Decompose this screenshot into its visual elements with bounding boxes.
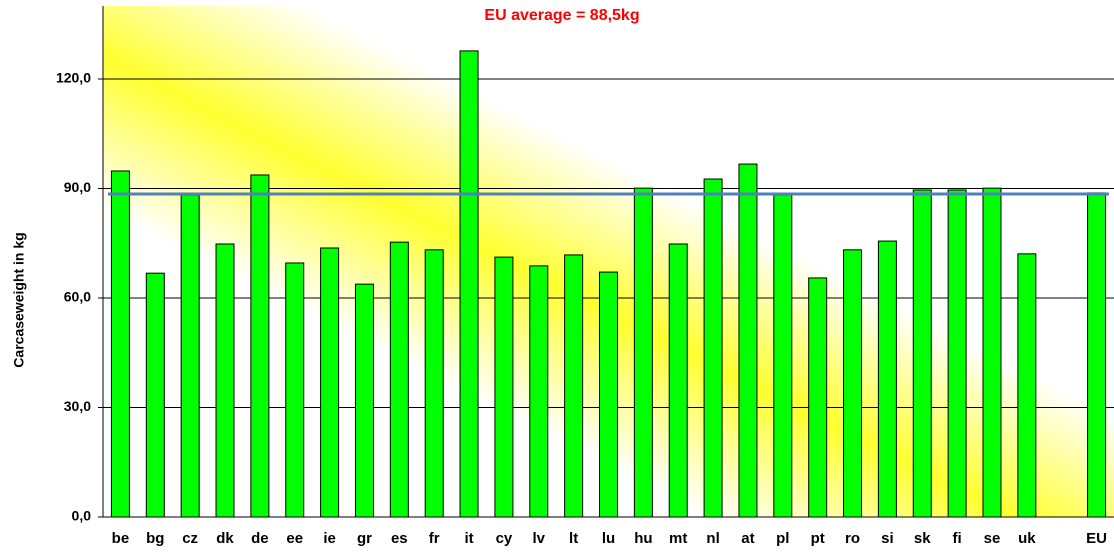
bar bbox=[1087, 192, 1107, 518]
x-tick-label: uk bbox=[1018, 530, 1036, 547]
x-tick-label: lv bbox=[533, 530, 546, 547]
bar bbox=[668, 243, 688, 518]
bar bbox=[354, 283, 374, 518]
x-tick-label: cy bbox=[496, 530, 513, 547]
y-tick-label: 120,0 bbox=[56, 70, 91, 86]
y-tick-label: 0,0 bbox=[72, 508, 92, 524]
bar bbox=[808, 277, 828, 518]
x-tick-label: pl bbox=[776, 530, 789, 547]
x-tick-label: bg bbox=[146, 530, 164, 547]
y-tick-label: 60,0 bbox=[64, 289, 91, 305]
bar bbox=[599, 271, 618, 518]
bar bbox=[110, 170, 130, 518]
x-tick-label: lt bbox=[569, 530, 578, 547]
x-tick-label: ee bbox=[286, 530, 303, 547]
bar bbox=[285, 262, 305, 518]
bar bbox=[145, 272, 165, 518]
x-tick-label: sk bbox=[914, 530, 931, 547]
x-tick-label: se bbox=[984, 530, 1001, 547]
bar bbox=[982, 187, 1002, 518]
bar bbox=[424, 249, 444, 518]
x-tick-label: EU bbox=[1086, 530, 1107, 547]
x-tick-label: nl bbox=[706, 530, 719, 547]
x-tick-label: es bbox=[391, 530, 408, 547]
x-tick-label: dk bbox=[216, 530, 234, 547]
bar bbox=[215, 243, 235, 518]
y-axis-label: Carcaseweight in kg bbox=[11, 232, 27, 367]
x-tick-label: lu bbox=[602, 530, 615, 547]
x-tick-label: hu bbox=[634, 530, 652, 547]
bar bbox=[320, 247, 340, 518]
x-tick-label: cz bbox=[182, 530, 198, 547]
bar bbox=[843, 249, 863, 518]
bar bbox=[459, 50, 479, 518]
y-tick-label: 90,0 bbox=[64, 179, 91, 195]
bar bbox=[738, 163, 758, 518]
bar bbox=[250, 174, 270, 518]
x-tick-label: gr bbox=[357, 530, 372, 547]
bar bbox=[180, 194, 200, 518]
bar bbox=[1017, 253, 1037, 518]
x-tick-label: at bbox=[741, 530, 754, 547]
x-tick-label: ro bbox=[845, 530, 860, 547]
bar bbox=[703, 178, 723, 518]
bar bbox=[494, 256, 514, 518]
y-tick-label: 30,0 bbox=[64, 398, 91, 414]
bar bbox=[529, 265, 549, 518]
bar bbox=[947, 189, 967, 518]
x-tick-label: fr bbox=[429, 530, 440, 547]
x-tick-label: be bbox=[112, 530, 130, 547]
bar bbox=[633, 187, 653, 518]
annotation: EU average = 88,5kg bbox=[484, 7, 639, 24]
bar bbox=[564, 254, 584, 518]
bar bbox=[912, 189, 932, 518]
bar bbox=[773, 194, 793, 518]
bar bbox=[389, 241, 409, 518]
x-tick-label: it bbox=[464, 530, 473, 547]
x-tick-label: ie bbox=[323, 530, 336, 547]
bar bbox=[877, 240, 897, 518]
x-tick-label: pt bbox=[811, 530, 825, 547]
x-tick-label: si bbox=[881, 530, 894, 547]
x-tick-label: fi bbox=[953, 530, 962, 547]
x-tick-label: de bbox=[251, 530, 269, 547]
x-tick-label: mt bbox=[669, 530, 687, 547]
